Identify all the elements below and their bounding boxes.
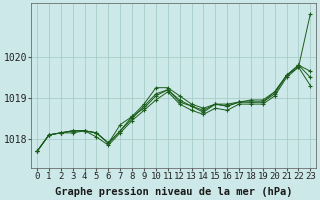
X-axis label: Graphe pression niveau de la mer (hPa): Graphe pression niveau de la mer (hPa) (55, 186, 292, 197)
